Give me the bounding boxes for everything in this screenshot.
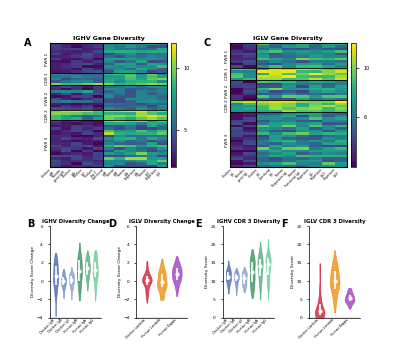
Point [225,274,232,280]
Text: D: D [108,219,116,229]
Y-axis label: Diversity Score: Diversity Score [205,255,209,288]
Y-axis label: Diversity Score Change: Diversity Score Change [118,246,122,297]
Text: A: A [24,38,32,48]
Point [60,278,67,284]
Title: IGHV Gene Diversity: IGHV Gene Diversity [73,36,144,41]
Point [76,268,82,274]
Text: F: F [281,219,288,229]
Title: IGLV Diversity Change: IGLV Diversity Change [129,219,195,224]
Text: C: C [204,38,211,48]
Point [159,279,165,285]
Point [92,267,98,273]
Title: IGHV Diversity Change: IGHV Diversity Change [42,219,109,224]
Point [346,295,353,301]
Point [249,270,255,275]
Point [52,273,59,279]
Point [331,278,338,284]
Y-axis label: Diversity Score: Diversity Score [291,255,295,288]
Y-axis label: Diversity Score Change: Diversity Score Change [31,246,35,297]
Point [68,277,75,283]
Text: E: E [195,219,202,229]
Point [233,275,240,280]
Point [265,261,271,267]
Title: IGHV CDR 3 Diversity: IGHV CDR 3 Diversity [216,219,280,224]
Point [174,271,180,277]
Point [241,276,248,281]
Point [316,308,323,314]
Point [144,277,150,283]
Title: IGLV CDR 3 Diversity: IGLV CDR 3 Diversity [304,219,365,224]
Point [84,265,90,271]
Text: B: B [27,219,34,229]
Point [257,263,263,268]
Title: IGLV Gene Diversity: IGLV Gene Diversity [254,36,323,41]
